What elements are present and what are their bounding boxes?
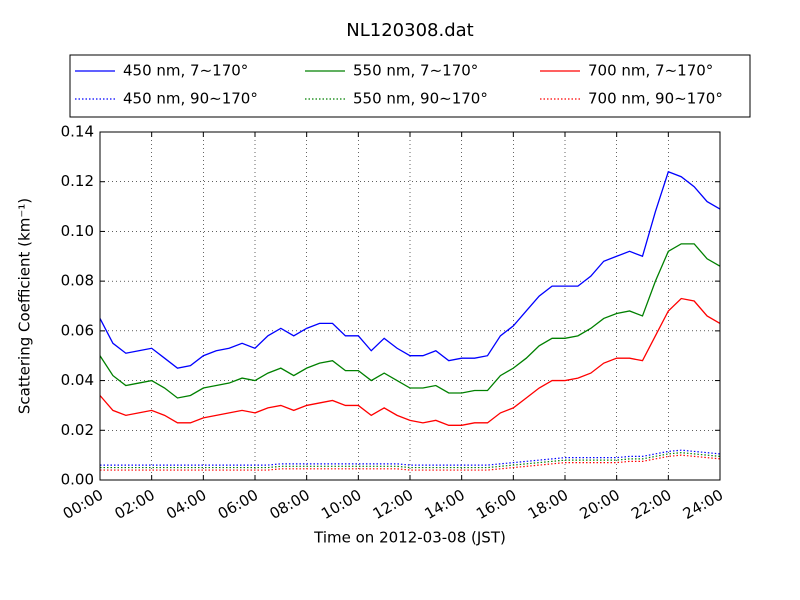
y-tick-label: 0.14 (61, 123, 94, 141)
x-tick-label: 10:00 (318, 486, 364, 523)
y-tick-label: 0.12 (61, 172, 94, 190)
x-tick-label: 12:00 (370, 486, 416, 523)
plot-frame (99, 131, 721, 481)
y-tick-label: 0.02 (61, 421, 94, 439)
x-tick-label: 08:00 (266, 486, 312, 523)
x-tick-label: 20:00 (576, 486, 622, 523)
x-tick-label: 06:00 (215, 486, 261, 523)
y-tick-label: 0.10 (61, 222, 94, 240)
series-line (99, 243, 721, 399)
chart-title: NL120308.dat (346, 20, 473, 41)
x-tick-label: 24:00 (680, 486, 726, 523)
x-tick-label: 02:00 (111, 486, 157, 523)
legend-label: 550 nm, 90∼170° (353, 90, 488, 108)
y-tick-label: 0.08 (61, 272, 94, 290)
x-tick-label: 14:00 (421, 486, 467, 523)
x-tick-label: 16:00 (473, 486, 519, 523)
x-tick-label: 00:00 (60, 486, 106, 523)
legend-label: 700 nm, 90∼170° (588, 90, 723, 108)
legend-label: 700 nm, 7∼170° (588, 62, 713, 80)
series-line (99, 170, 721, 369)
x-axis-label: Time on 2012-03-08 (JST) (313, 529, 506, 547)
legend-label: 450 nm, 90∼170° (123, 90, 258, 108)
x-tick-label: 04:00 (163, 486, 209, 523)
y-tick-label: 0.06 (61, 321, 94, 339)
series-line (100, 454, 721, 471)
legend-label: 550 nm, 7∼170° (353, 62, 478, 80)
y-tick-label: 0.00 (61, 471, 94, 489)
y-axis-label: Scattering Coefficient (km⁻¹) (16, 198, 34, 414)
legend-label: 450 nm, 7∼170° (123, 62, 248, 80)
x-tick-label: 22:00 (628, 486, 674, 523)
legend-box (69, 54, 751, 118)
y-tick-label: 0.04 (61, 371, 94, 389)
x-tick-label: 18:00 (525, 486, 571, 523)
series-line (99, 297, 721, 426)
